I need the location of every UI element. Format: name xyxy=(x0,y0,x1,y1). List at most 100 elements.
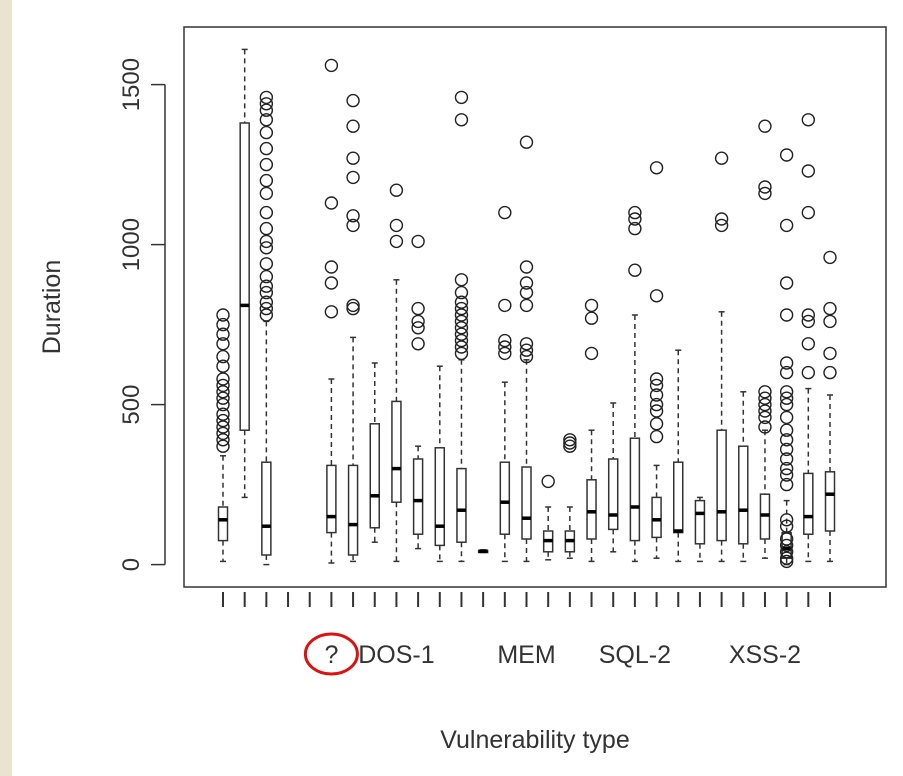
outlier-point xyxy=(346,151,360,165)
outlier-point xyxy=(649,388,664,402)
outlier-point xyxy=(823,365,837,380)
box-iqr xyxy=(694,499,706,545)
outlier-point xyxy=(454,273,469,287)
box-iqr xyxy=(239,122,250,431)
outlier-point xyxy=(758,397,772,412)
outlier-point xyxy=(411,321,425,335)
outlier-point xyxy=(324,305,339,319)
outlier-point xyxy=(216,327,230,341)
outlier-point xyxy=(714,212,729,226)
outlier-point xyxy=(389,183,404,197)
outlier-point xyxy=(779,308,794,322)
outlier-point xyxy=(779,276,794,290)
outlier-point xyxy=(324,260,339,274)
outlier-point xyxy=(649,417,664,431)
y-tick-label: 1500 xyxy=(118,58,145,111)
x-axis-label: Vulnerability type xyxy=(440,726,629,754)
outlier-point xyxy=(411,337,425,351)
outlier-point xyxy=(259,90,274,105)
outlier-point xyxy=(758,410,772,425)
box-1 xyxy=(239,48,250,499)
box-iqr xyxy=(651,496,662,539)
outlier-point xyxy=(758,180,772,194)
box-iqr xyxy=(347,464,359,556)
box-22 xyxy=(694,496,706,563)
outlier-point xyxy=(779,423,794,437)
outlier-point xyxy=(519,298,534,313)
outlier-point xyxy=(454,346,469,361)
outlier-point xyxy=(649,404,664,418)
outlier-point xyxy=(801,314,816,329)
box-iqr xyxy=(412,458,424,535)
outlier-point xyxy=(259,308,274,322)
outlier-point xyxy=(346,301,360,316)
outlier-point xyxy=(628,263,642,277)
outlier-point xyxy=(519,349,534,364)
outlier-point xyxy=(216,391,230,405)
outlier-point xyxy=(259,205,274,220)
outlier-point xyxy=(801,337,816,351)
outlier-point xyxy=(259,141,274,156)
y-tick-label: 1000 xyxy=(118,218,145,271)
box-iqr xyxy=(607,458,619,531)
outlier-point xyxy=(216,372,230,386)
outlier-point xyxy=(454,333,469,348)
outlier-point xyxy=(801,164,816,178)
outlier-point xyxy=(823,314,837,329)
box-iqr xyxy=(824,471,836,532)
outlier-point xyxy=(216,349,230,364)
outlier-point xyxy=(779,452,794,466)
outlier-point xyxy=(801,308,816,322)
outlier-point xyxy=(779,397,794,412)
outlier-point xyxy=(216,378,230,393)
outlier-point xyxy=(324,276,339,290)
outlier-point xyxy=(454,285,469,300)
outlier-point xyxy=(823,301,837,316)
outlier-point xyxy=(216,407,230,421)
y-tick-label: 500 xyxy=(118,385,145,425)
outlier-point xyxy=(779,519,794,533)
outlier-point xyxy=(411,314,425,329)
outlier-point xyxy=(454,321,469,335)
outlier-point xyxy=(259,173,274,188)
outlier-point xyxy=(628,212,642,226)
outlier-point xyxy=(628,221,642,236)
outlier-point xyxy=(216,426,230,441)
box-iqr xyxy=(456,467,467,543)
outlier-point xyxy=(779,218,794,233)
outlier-point xyxy=(779,433,794,447)
box-iqr xyxy=(738,445,749,545)
outlier-point xyxy=(563,436,577,450)
outlier-point xyxy=(216,337,230,351)
outlier-point xyxy=(758,119,772,133)
outlier-point xyxy=(779,532,794,546)
outlier-point xyxy=(584,346,599,361)
box-18 xyxy=(607,402,619,553)
outlier-point xyxy=(259,301,274,316)
outlier-point xyxy=(563,433,577,447)
outlier-point xyxy=(346,93,360,108)
outlier-point xyxy=(216,359,230,373)
outlier-point xyxy=(758,420,772,434)
outlier-point xyxy=(259,113,274,127)
x-tick-label: ? xyxy=(324,641,338,669)
y-axis-label: Duration xyxy=(38,260,66,355)
box-15 xyxy=(541,474,555,561)
box-25 xyxy=(758,119,772,559)
outlier-point xyxy=(779,442,794,457)
outlier-point xyxy=(324,196,339,210)
outlier-point xyxy=(801,365,816,380)
outlier-point xyxy=(411,301,425,316)
outlier-point xyxy=(779,551,794,565)
outlier-point xyxy=(216,385,230,399)
outlier-point xyxy=(216,439,230,453)
outlier-point xyxy=(649,429,664,444)
outlier-point xyxy=(346,209,360,223)
box-21 xyxy=(673,349,684,563)
outlier-point xyxy=(779,391,794,405)
outlier-point xyxy=(259,221,274,236)
outlier-point xyxy=(779,385,794,399)
outlier-point xyxy=(823,346,837,361)
box-plot: 0 500 1000 1500 ? DOS-1 MEM SQL-2 XSS-2 Duratio… xyxy=(38,26,887,754)
